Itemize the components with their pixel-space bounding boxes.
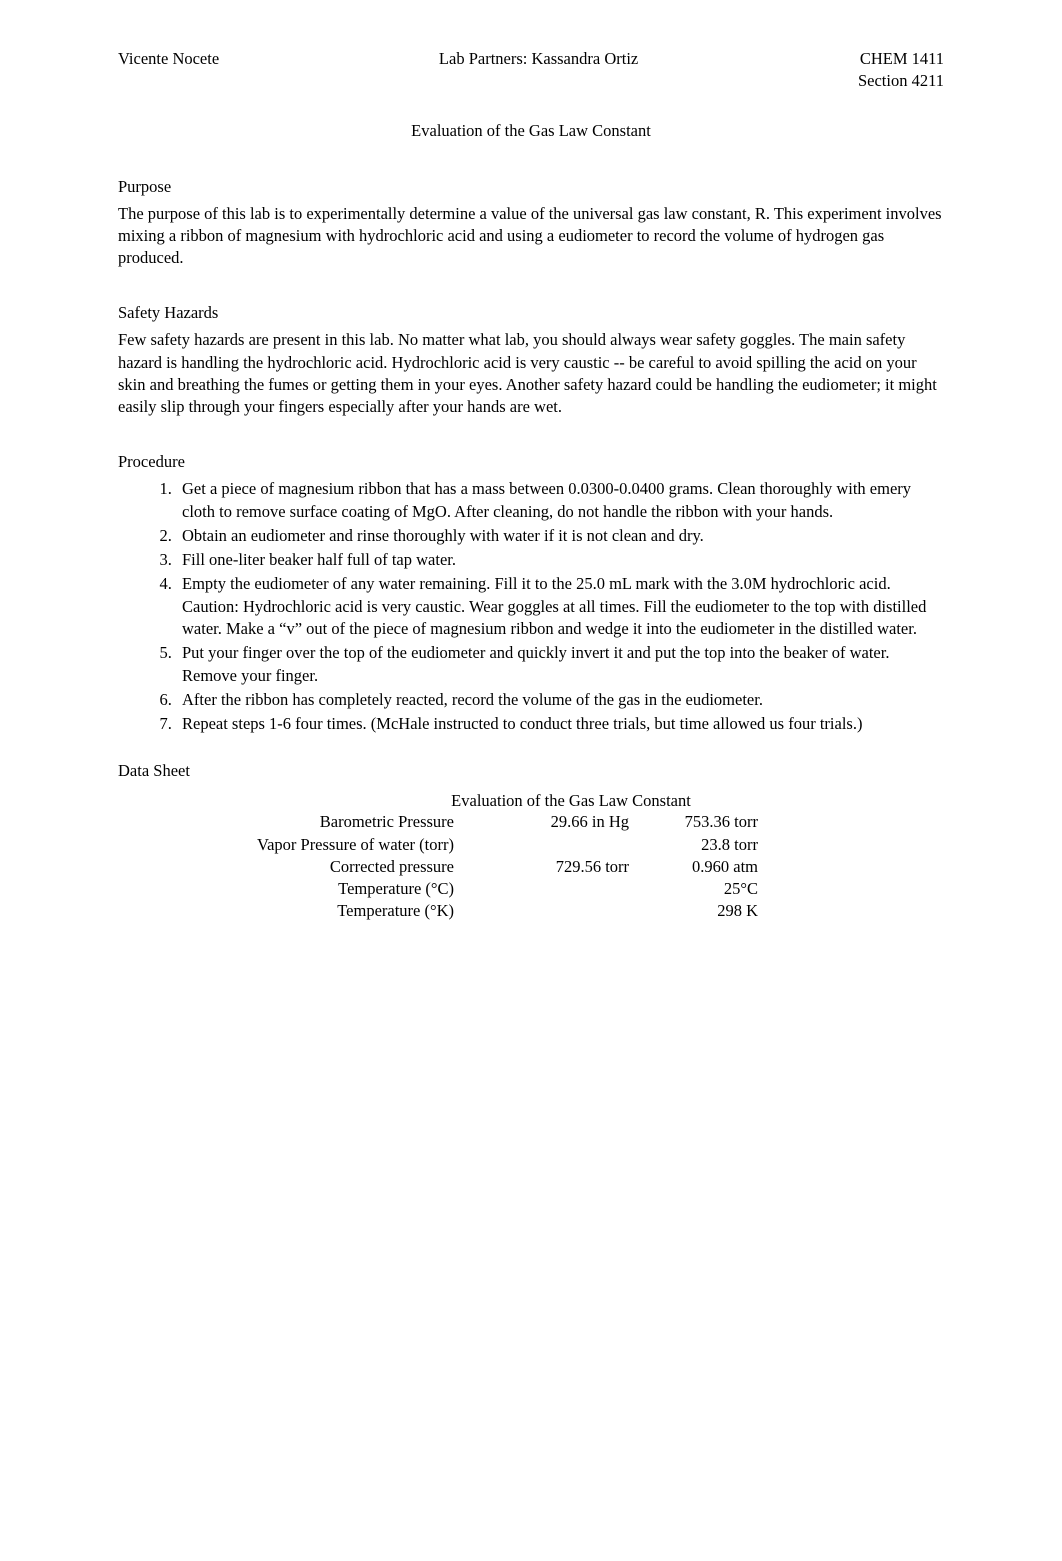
header-course-block: CHEM 1411 Section 4211 [858,48,944,93]
table-row: Barometric Pressure 29.66 in Hg  753.36… [168,811,764,833]
procedure-step: Empty the eudiometer of any water remain… [176,573,944,640]
datasheet-heading: Data Sheet [118,761,944,781]
safety-heading: Safety Hazards [118,303,944,323]
purpose-body: The purpose of this lab is to experiment… [118,203,944,270]
row-label: Corrected pressure [168,856,460,878]
row-label: Temperature (°K) [168,900,460,922]
header-section: Section 4211 [858,70,944,92]
row-label: Temperature (°C) [168,878,460,900]
safety-body: Few safety hazards are present in this l… [118,329,944,418]
row-mid: 729.56 torr  [460,856,652,878]
procedure-list: Get a piece of magnesium ribbon that has… [118,478,944,735]
header-author: Vicente Nocete [118,48,219,70]
row-label: Vapor Pressure of water (torr) [168,834,460,856]
row-label: Barometric Pressure [168,811,460,833]
row-val: 753.36 torr [652,811,764,833]
data-table: Barometric Pressure 29.66 in Hg  753.36… [168,811,764,922]
row-mid [460,900,652,922]
procedure-step: After the ribbon has completely reacted,… [176,689,944,711]
header-partners: Lab Partners: Kassandra Ortiz [439,48,638,70]
row-mid [460,878,652,900]
row-val: 0.960 atm [652,856,764,878]
row-val: 298 K [652,900,764,922]
procedure-step: Fill one-liter beaker half full of tap w… [176,549,944,571]
document-page: Vicente Nocete Lab Partners: Kassandra O… [0,0,1062,1561]
header-course: CHEM 1411 [858,48,944,70]
procedure-step: Get a piece of magnesium ribbon that has… [176,478,944,523]
row-mid: 29.66 in Hg  [460,811,652,833]
procedure-step: Repeat steps 1-6 four times. (McHale ins… [176,713,944,735]
procedure-heading: Procedure [118,452,944,472]
table-row: Vapor Pressure of water (torr) 23.8 torr [168,834,764,856]
table-row: Temperature (°K) 298 K [168,900,764,922]
table-row: Corrected pressure 729.56 torr  0.960 a… [168,856,764,878]
table-row: Temperature (°C) 25°C [168,878,764,900]
document-title: Evaluation of the Gas Law Constant [118,121,944,141]
purpose-heading: Purpose [118,177,944,197]
data-table-title: Evaluation of the Gas Law Constant [118,791,944,811]
row-val: 25°C [652,878,764,900]
procedure-step: Put your finger over the top of the eudi… [176,642,944,687]
row-mid [460,834,652,856]
header-row: Vicente Nocete Lab Partners: Kassandra O… [118,48,944,93]
row-val: 23.8 torr [652,834,764,856]
procedure-step: Obtain an eudiometer and rinse thoroughl… [176,525,944,547]
